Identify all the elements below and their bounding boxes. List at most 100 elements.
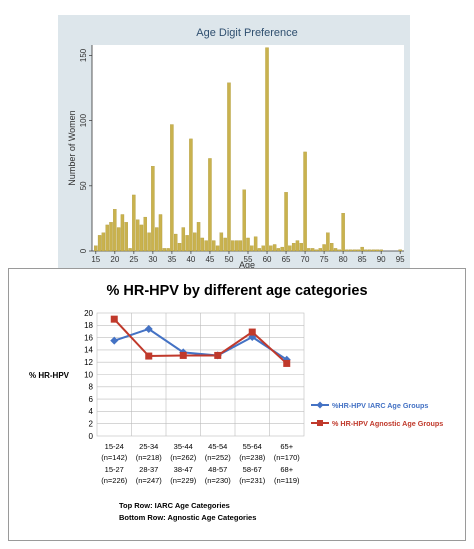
x-category-count: (n=142) [101,453,128,462]
x-agnostic-label: 15-27 [105,465,124,474]
x-agnostic-label: 48-57 [208,465,227,474]
age-bar [345,249,349,252]
age-digit-preference-chart: Age Digit Preference Number of Women Age… [58,15,410,270]
x-category-count: (n=252) [205,453,232,462]
series-point-1 [110,315,118,323]
x-agnostic-count: (n=247) [136,476,163,485]
age-bar [288,245,292,252]
age-bar [360,246,364,252]
age-bar [368,249,372,252]
age-bar [250,245,254,252]
x-agnostic-count: (n=226) [101,476,128,485]
x-tick-label: 85 [358,255,367,264]
x-agnostic-count: (n=230) [205,476,232,485]
age-bar [234,240,239,252]
chart-title: Age Digit Preference [196,27,298,39]
series-point-1 [214,351,222,359]
age-bar [337,249,342,252]
age-bar [158,214,163,252]
age-bar [154,227,159,252]
y-tick-label: 12 [84,358,93,367]
age-bar [113,209,117,252]
x-tick-label: 95 [396,255,405,264]
age-bar [128,248,132,252]
x-tick-label: 80 [339,255,348,264]
legend-label-0: %HR-HPV IARC Age Groups [332,401,428,410]
x-agnostic-label: 58-67 [243,465,262,474]
age-bar [185,235,189,252]
age-bar [109,222,113,252]
age-bar [257,248,262,252]
series-point-0 [248,332,257,341]
age-bar [253,236,258,252]
y-tick-label: 6 [89,395,94,404]
x-tick-label: 70 [301,255,310,264]
age-bar [333,248,338,252]
x-tick-label: 75 [320,255,329,264]
series-line-1 [113,318,288,365]
series-point-1 [145,352,153,360]
age-bar [105,224,109,252]
x-category-count: (n=262) [170,453,197,462]
y-tick-label: 8 [89,383,94,392]
age-bar [174,233,178,252]
age-bar [322,244,326,252]
age-bar [143,216,147,252]
age-bar [196,222,201,252]
age-bar [120,214,125,252]
y-tick-label: 20 [84,309,93,318]
age-bar [242,189,246,252]
x-tick-label: 60 [263,255,272,264]
age-bar [349,249,353,252]
age-bar [318,248,323,252]
y-tick-label: 14 [84,346,93,355]
series-point-0 [144,324,153,333]
age-bar [166,248,170,252]
x-category-label: 45-54 [208,442,227,451]
age-bar [231,240,235,252]
age-bar [352,249,357,252]
age-bar [291,243,296,252]
x-category-label: 25-34 [139,442,158,451]
age-bar [265,47,269,252]
age-bar [314,249,319,252]
y-tick-label: 0 [89,432,94,441]
age-bar [227,82,231,252]
age-bar [375,249,380,252]
age-bar [276,248,281,252]
age-bar [261,245,265,252]
chart-title: % HR-HPV by different age categories [106,283,367,299]
y-tick-label: 18 [84,321,93,330]
x-category-label: 65+ [280,442,293,451]
age-bar [329,243,334,252]
age-bar [284,192,288,252]
age-bar [246,237,250,252]
x-category-label: 15-24 [105,442,124,451]
age-bar [124,222,128,252]
age-bar [223,237,227,252]
x-category-count: (n=170) [274,453,301,462]
x-tick-label: 20 [110,255,119,264]
age-bar [307,248,311,252]
age-bar [151,166,155,252]
age-bar [280,246,284,252]
age-bar [162,248,167,252]
y-tick-label: 150 [79,48,88,62]
age-bar [379,249,383,252]
age-bar [238,240,243,252]
series-point-0 [110,336,119,345]
y-axis-label: Number of Women [67,110,77,185]
x-agnostic-label: 28-37 [139,465,158,474]
series-point-1 [248,328,256,336]
age-bar [94,245,98,252]
plot-area [92,45,404,251]
hr-hpv-age-categories-chart: % HR-HPV by different age categories % H… [8,268,466,541]
x-tick-label: 40 [186,255,195,264]
y-tick-label: 10 [84,370,93,379]
x-tick-label: 45 [205,255,214,264]
age-bar [177,243,182,252]
series-point-1 [283,359,291,367]
age-bar [310,248,315,252]
footnote-top-row: Top Row: IARC Age Categories [119,501,230,510]
age-bar [269,245,273,252]
